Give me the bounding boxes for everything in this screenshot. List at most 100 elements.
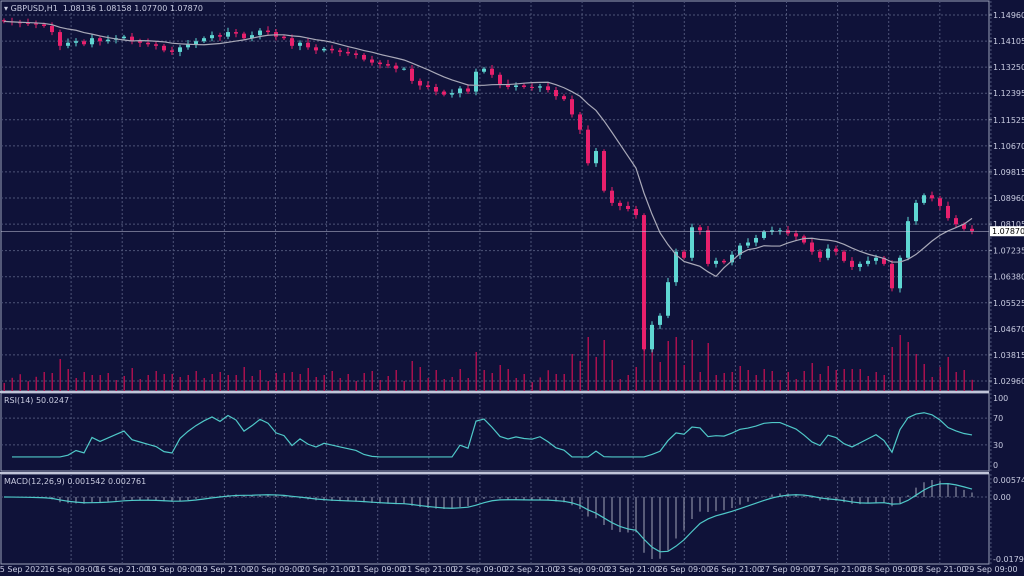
volume-bar bbox=[787, 372, 789, 391]
volume-bar bbox=[947, 357, 949, 391]
volume-bar bbox=[795, 379, 797, 391]
candle-body bbox=[570, 99, 574, 115]
x-tick-label: 28 Sep 09:00 bbox=[862, 565, 915, 574]
candle-body bbox=[466, 88, 470, 92]
volume-bar bbox=[275, 373, 277, 391]
volume-bar bbox=[707, 343, 709, 391]
volume-bar bbox=[243, 367, 245, 391]
candle-body bbox=[74, 41, 78, 43]
candle-body bbox=[554, 90, 558, 97]
candle-body bbox=[514, 85, 518, 87]
x-tick-label: 19 Sep 21:00 bbox=[198, 565, 251, 574]
price-tick-label: 1.11525 bbox=[993, 116, 1024, 125]
x-tick-label: 26 Sep 09:00 bbox=[658, 565, 711, 574]
volume-bar bbox=[643, 342, 645, 391]
volume-bar bbox=[859, 369, 861, 391]
candle-body bbox=[346, 51, 350, 54]
x-tick-label: 19 Sep 09:00 bbox=[147, 565, 200, 574]
price-tick-label: 1.08105 bbox=[993, 220, 1024, 229]
volume-bar bbox=[635, 367, 637, 391]
candle-body bbox=[722, 260, 726, 263]
volume-bar bbox=[483, 370, 485, 391]
volume-bar bbox=[899, 335, 901, 391]
price-tick-label: 1.12395 bbox=[993, 89, 1024, 98]
candle-body bbox=[162, 45, 166, 51]
candle-body bbox=[602, 151, 606, 191]
volume-bar bbox=[715, 375, 717, 391]
high-value: 1.08158 bbox=[98, 4, 132, 13]
rsi-tick-label: 70 bbox=[993, 414, 1003, 423]
candle-body bbox=[218, 35, 222, 37]
volume-bar bbox=[827, 366, 829, 391]
volume-bar bbox=[339, 378, 341, 391]
price-tick-label: 1.04670 bbox=[993, 325, 1024, 334]
x-tick-label: 20 Sep 21:00 bbox=[300, 565, 353, 574]
open-value: 1.08136 bbox=[62, 4, 97, 13]
volume-bar bbox=[907, 342, 909, 391]
rsi-value: 50.0247 bbox=[35, 396, 70, 405]
volume-bar bbox=[467, 378, 469, 391]
candle-body bbox=[546, 86, 550, 91]
candle-body bbox=[258, 30, 262, 36]
moving-average-line bbox=[3, 20, 973, 278]
volume-bar bbox=[291, 372, 293, 391]
close-value: 1.07870 bbox=[169, 4, 203, 13]
volume-bar bbox=[475, 352, 477, 391]
volume-bar bbox=[3, 383, 5, 391]
rsi-tick-label: 30 bbox=[993, 441, 1003, 450]
volume-bar bbox=[563, 374, 565, 391]
candle-body bbox=[610, 190, 614, 203]
candle-body bbox=[330, 48, 334, 51]
candle-body bbox=[762, 231, 766, 238]
rsi-header: RSI(14) 50.0247 bbox=[4, 396, 69, 405]
x-tick-label: 27 Sep 09:00 bbox=[760, 565, 813, 574]
candle-body bbox=[210, 35, 214, 39]
candle-body bbox=[474, 71, 478, 92]
candle-body bbox=[642, 215, 646, 350]
macd-main-value: 0.001542 bbox=[67, 477, 106, 486]
volume-bar bbox=[283, 373, 285, 391]
candle-body bbox=[690, 227, 694, 258]
candle-body bbox=[874, 257, 878, 261]
volume-bar bbox=[251, 376, 253, 391]
candle-body bbox=[810, 242, 814, 252]
candle-body bbox=[738, 245, 742, 255]
dropdown-triangle-icon[interactable]: ▾ bbox=[4, 4, 9, 13]
volume-bar bbox=[51, 373, 53, 391]
candle-body bbox=[578, 114, 582, 130]
candle-body bbox=[850, 260, 854, 267]
candle-body bbox=[410, 68, 414, 81]
volume-bar bbox=[43, 372, 45, 391]
volume-bar bbox=[67, 369, 69, 391]
volume-bar bbox=[891, 347, 893, 391]
candle-body bbox=[682, 251, 686, 258]
price-tick-label: 1.10670 bbox=[993, 142, 1024, 151]
volume-bar bbox=[163, 374, 165, 391]
candle-body bbox=[146, 42, 150, 45]
volume-bar bbox=[131, 368, 133, 391]
candle-body bbox=[194, 41, 198, 45]
candle-body bbox=[498, 74, 502, 84]
candle-body bbox=[826, 248, 830, 258]
candle-body bbox=[626, 205, 630, 209]
x-tick-label: 22 Sep 21:00 bbox=[504, 565, 557, 574]
volume-bar bbox=[491, 373, 493, 391]
x-tick-label: 27 Sep 21:00 bbox=[811, 565, 864, 574]
volume-bar bbox=[211, 374, 213, 391]
rsi-tick-label: 100 bbox=[993, 394, 1008, 403]
volume-bar bbox=[411, 361, 413, 391]
volume-bar bbox=[427, 378, 429, 391]
current-price-label: 1.07870 bbox=[992, 227, 1024, 236]
x-tick-label: 21 Sep 21:00 bbox=[402, 565, 455, 574]
candle-body bbox=[434, 86, 438, 92]
volume-bar bbox=[515, 378, 517, 391]
candle-body bbox=[418, 80, 422, 86]
rsi-panel-frame bbox=[0, 392, 990, 472]
candle-body bbox=[338, 50, 342, 52]
volume-bar bbox=[851, 369, 853, 391]
volume-bar bbox=[355, 381, 357, 391]
volume-bar bbox=[459, 369, 461, 391]
macd-tick-label: 0.00 bbox=[993, 493, 1011, 502]
candle-body bbox=[898, 257, 902, 289]
